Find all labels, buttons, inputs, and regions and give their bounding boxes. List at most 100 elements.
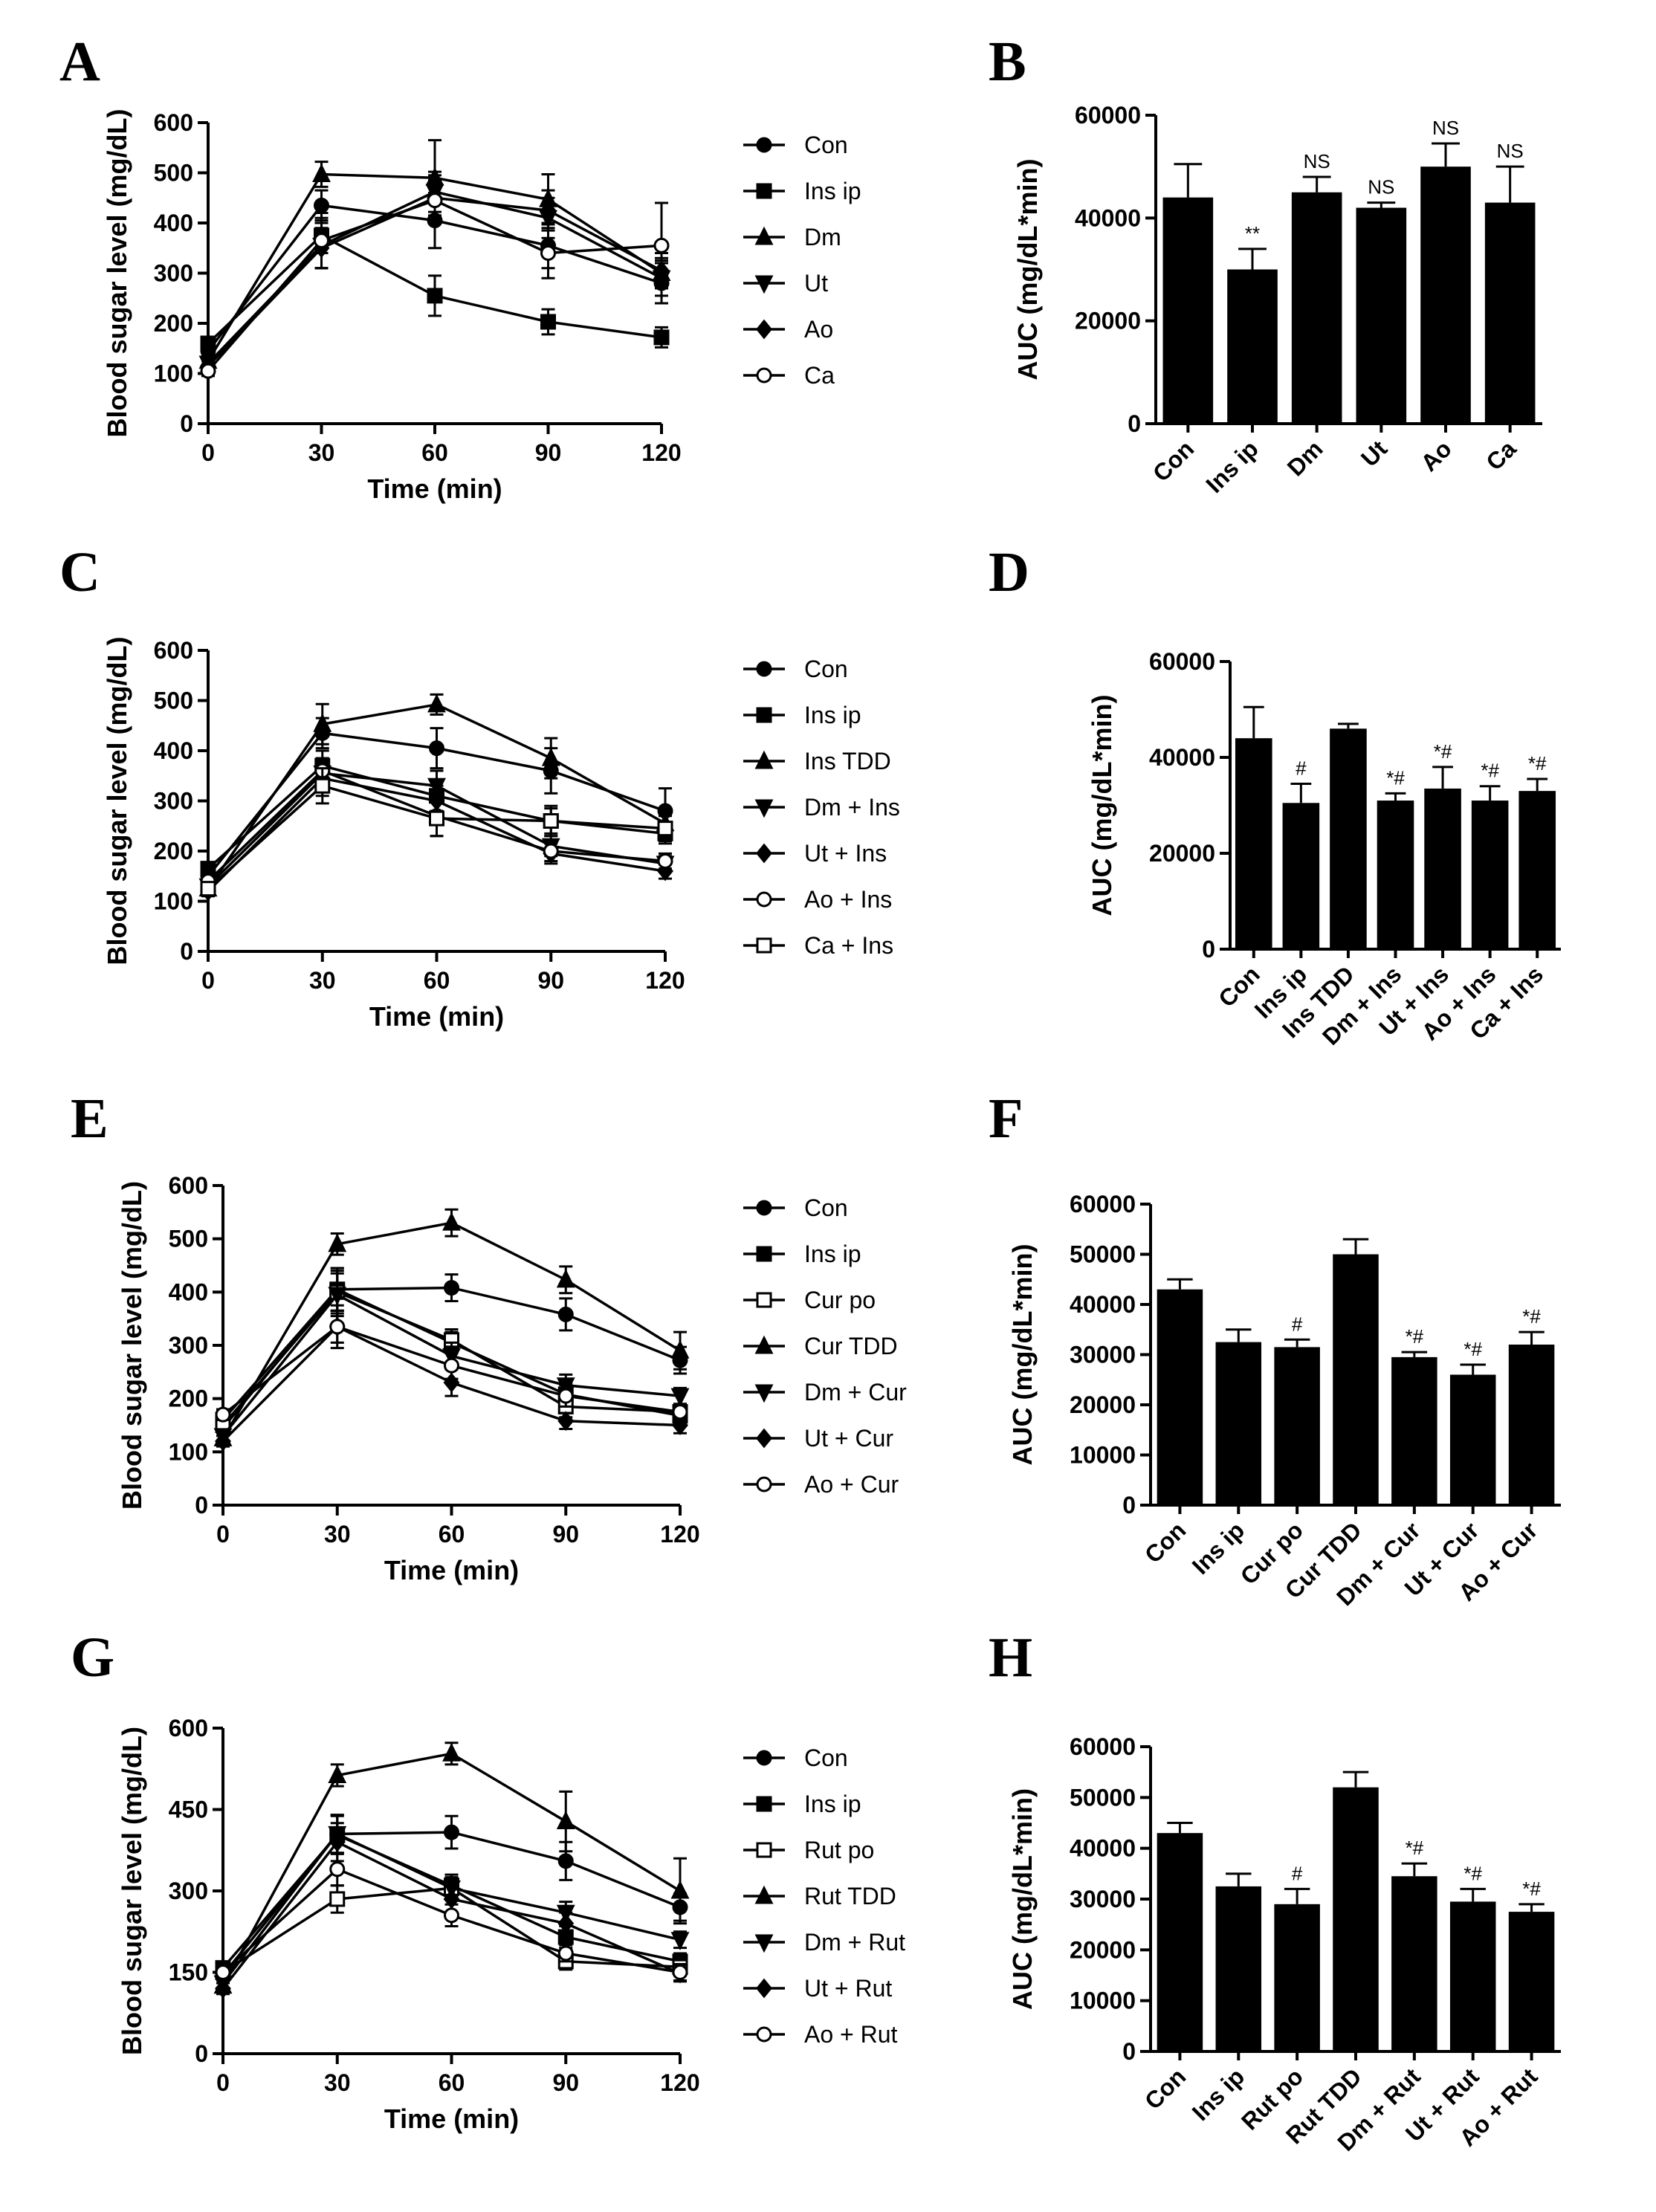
x-tick-label: 90 [537,967,564,994]
legend-marker [754,275,774,294]
x-tick-label: Ut [1356,435,1393,472]
legend-marker [756,1796,772,1812]
x-tick-label: 0 [201,967,215,994]
legend-item-dm-rut: Dm + Rut [743,1929,905,1956]
y-tick-label: 20000 [1070,1936,1136,1963]
x-tick-label: Con [1139,1516,1191,1568]
legend-item-dm-cur: Dm + Cur [743,1379,907,1406]
y-axis-title: AUC (mg/dL*min) [1007,1788,1038,2010]
legend-label: Ins ip [804,1791,861,1817]
legend-marker [756,137,772,153]
data-point [670,1339,690,1359]
data-point [543,843,559,859]
panel-label: F [989,1087,1023,1150]
legend-label: Rut TDD [804,1883,896,1909]
y-tick-label: 400 [154,210,193,236]
bar-ins-ip [1215,1342,1262,1505]
data-point [442,1742,461,1762]
panel-g: G 0 150 300 450 600 0 30 60 90 120 Time (min) Blood … [71,1626,905,2134]
significance-label: *# [1522,1305,1541,1327]
x-tick-label: 30 [308,439,335,466]
significance-label: NS [1432,117,1459,139]
data-point [670,1388,690,1407]
data-point [200,861,216,877]
y-axis-title: Blood sugar level (mg/dL) [117,1181,147,1510]
bar-rut-po [1274,1904,1320,2051]
data-point [429,810,444,827]
bar-ins-ip [1215,1886,1262,2051]
data-point [215,1979,231,1999]
data-point [556,1811,575,1830]
panel-label: B [989,30,1026,93]
bar-cur-po [1274,1347,1320,1505]
legend-label: Ao + Ins [804,886,892,913]
y-axis-title: AUC (mg/dL*min) [1012,159,1043,381]
panel-h: H 0 10000 20000 30000 40000 50000 60000 AUC (mg/… [989,1626,1561,2156]
bar-rut-tdd [1333,1787,1379,2051]
x-tick-label: 90 [552,2069,579,2096]
data-point [653,237,670,253]
legend-label: Ca [804,362,835,389]
x-tick-label: 120 [645,967,685,994]
y-tick-label: 100 [154,888,193,915]
data-point [557,1388,574,1404]
significance-label: *# [1463,1862,1482,1884]
significance-label: *# [1528,752,1547,774]
panel-label: H [989,1626,1032,1689]
series-ao-cur [215,1304,688,1423]
data-point [557,1913,575,1934]
legend-label: Con [804,656,848,682]
y-tick-label: 10000 [1070,1988,1136,2014]
legend-label: Con [804,132,848,158]
data-point [670,1880,690,1899]
data-point [657,853,673,869]
legend-marker [756,707,772,723]
x-tick-label: Con [1148,435,1199,486]
data-point [557,1853,574,1869]
legend-item-dm-ins: Dm + Ins [743,794,900,821]
data-point [543,813,559,829]
significance-label: *# [1406,1325,1424,1348]
data-point [328,1765,347,1784]
y-tick-label: 0 [1128,410,1141,437]
panel-label: D [989,541,1029,604]
y-tick-label: 0 [195,2040,208,2067]
data-point [215,1431,231,1452]
y-tick-label: 30000 [1070,1342,1136,1368]
series-rut-tdd [213,1742,690,1994]
x-tick-label: 60 [439,2069,465,2096]
bar-ao [1420,166,1471,424]
legend-item-ut-rut: Ut + Rut [743,1975,892,2002]
y-tick-label: 40000 [1149,744,1215,771]
y-tick-label: 20000 [1075,308,1141,334]
panel-a: A 0 100 200 300 400 500 600 0 30 60 90 120 Time (min)… [59,30,861,504]
panel-label: C [59,541,100,604]
legend: Con Ins ip Dm Ut Ao Ca [743,132,861,389]
legend-item-ca-ins: Ca + Ins [743,932,893,959]
legend-marker [754,226,774,245]
data-point [557,1411,575,1432]
legend-marker [756,319,772,340]
bar-ut-ins [1424,788,1461,949]
x-tick-label: 30 [324,2069,351,2096]
legend-label: Ins ip [804,1241,861,1267]
significance-label: # [1292,1313,1303,1335]
y-tick-label: 300 [154,788,193,815]
significance-label: NS [1368,176,1394,198]
legend-item-ut-cur: Ut + Cur [743,1425,893,1452]
y-tick-label: 40000 [1075,204,1141,231]
legend-item-ut: Ut [743,270,828,297]
legend: Con Ins ip Cur po Cur TDD Dm + Cur Ut + Cur Ao… [743,1194,907,1498]
y-tick-label: 60000 [1070,1191,1136,1217]
legend-item-con: Con [743,656,848,682]
significance-label: # [1296,757,1307,779]
data-point [200,335,216,352]
series-ca-ins [200,767,673,897]
y-axis-title: Blood sugar level (mg/dL) [102,636,132,965]
y-tick-label: 40000 [1070,1291,1136,1318]
legend-label: Ut + Rut [804,1975,892,2002]
x-tick-label: 0 [216,1521,230,1548]
significance-label: ** [1245,222,1260,245]
x-tick-label: 0 [201,439,215,466]
